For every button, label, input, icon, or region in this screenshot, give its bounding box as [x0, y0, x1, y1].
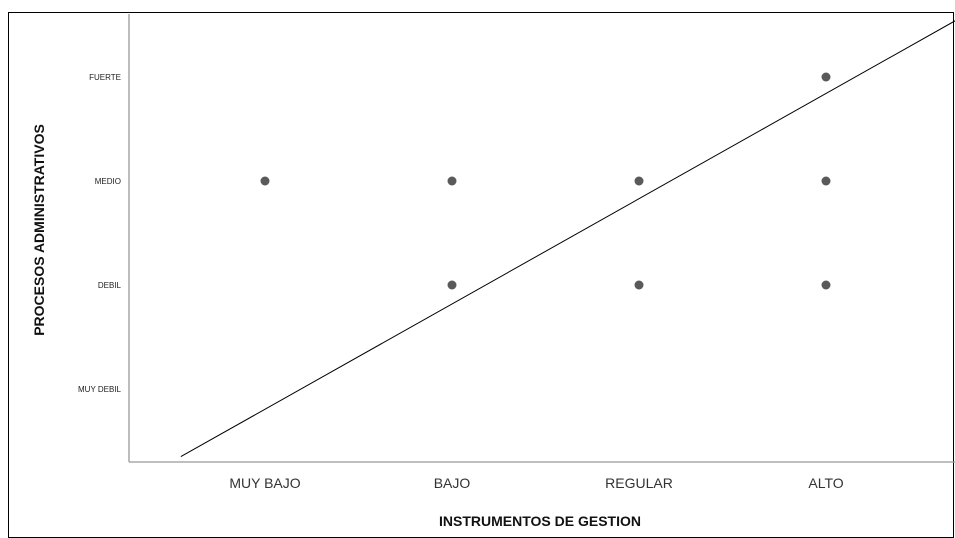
- x-tick-label: BAJO: [434, 475, 471, 491]
- points-layer: [260, 72, 831, 290]
- y-tick-label: DEBIL: [98, 281, 122, 290]
- data-point: [821, 72, 831, 82]
- figure-frame: [8, 12, 954, 538]
- plot-area: [128, 14, 955, 463]
- y-tick-labels: MUY DEBIL DEBIL MEDIO FUERTE: [78, 73, 122, 394]
- y-tick-label: FUERTE: [89, 73, 121, 82]
- data-point: [821, 176, 831, 186]
- data-point: [260, 176, 270, 186]
- x-tick-label: MUY BAJO: [229, 475, 300, 491]
- data-point: [821, 280, 831, 290]
- data-point: [447, 280, 457, 290]
- y-tick-label: MEDIO: [95, 177, 121, 186]
- y-axis-title: PROCESOS ADMINISTRATIVOS: [31, 124, 47, 336]
- x-tick-labels: MUY BAJO BAJO REGULAR ALTO: [229, 475, 843, 491]
- data-point: [634, 280, 644, 290]
- x-tick-label: REGULAR: [605, 475, 673, 491]
- fit-line: [180, 20, 955, 458]
- data-point: [634, 176, 644, 186]
- y-tick-label: MUY DEBIL: [78, 385, 122, 394]
- x-axis-title: INSTRUMENTOS DE GESTION: [439, 513, 641, 529]
- data-point: [447, 176, 457, 186]
- x-tick-label: ALTO: [808, 475, 843, 491]
